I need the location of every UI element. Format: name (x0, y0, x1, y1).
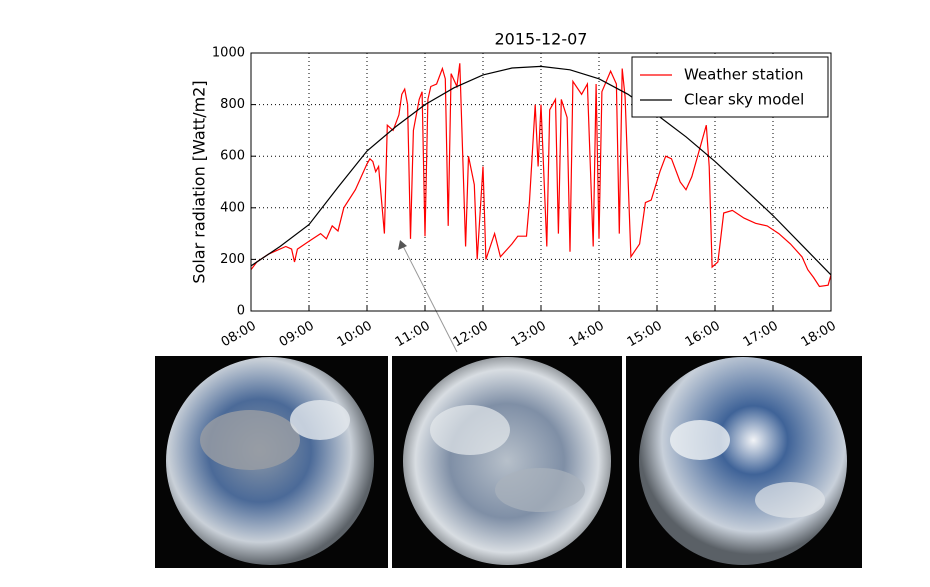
y-axis-label: Solar radiation [Watt/m2] (190, 80, 209, 283)
plot-frame (250, 52, 832, 312)
sky-photo (639, 357, 847, 565)
x-tick-label: 10:00 (335, 319, 375, 351)
x-tick-label: 15:00 (625, 319, 665, 351)
cloud (290, 400, 350, 440)
cloud (670, 420, 730, 460)
x-tick-label: 12:00 (451, 319, 491, 351)
x-tick-label: 09:00 (277, 319, 317, 351)
x-tick-label: 14:00 (567, 319, 607, 351)
x-tick-label: 17:00 (741, 319, 781, 351)
plot: 0 200 400 600 800 1000 08:00 09:00 10:00 11:00 12:… (212, 46, 839, 351)
arrow-head (398, 240, 407, 250)
x-tick-label: 16:00 (683, 319, 723, 351)
x-tick-label: 11:00 (393, 319, 433, 351)
series-line (250, 65, 832, 276)
cloud (495, 468, 585, 512)
x-tick-label: 13:00 (509, 319, 549, 351)
legend-label: Weather station (684, 66, 804, 84)
series-line (250, 63, 832, 288)
sky-photos (155, 356, 862, 568)
sky-photo (403, 357, 611, 565)
cloud (755, 482, 825, 518)
cloud (430, 405, 510, 455)
y-tick-label: 800 (220, 97, 245, 112)
annotation-arrow (402, 245, 458, 353)
legend-box (631, 56, 829, 118)
legend-label: Clear sky model (684, 91, 804, 109)
y-tick-label: 400 (220, 200, 245, 215)
x-tick-label: 18:00 (799, 319, 839, 351)
x-tick-label: 08:00 (219, 319, 259, 351)
y-tick-label: 0 (237, 304, 245, 319)
y-tick-label: 600 (220, 149, 245, 164)
cloud (200, 410, 300, 470)
y-tick-label: 200 (220, 252, 245, 267)
chart-title: 2015-12-07 (495, 30, 588, 49)
y-tick-label: 1000 (212, 46, 245, 61)
